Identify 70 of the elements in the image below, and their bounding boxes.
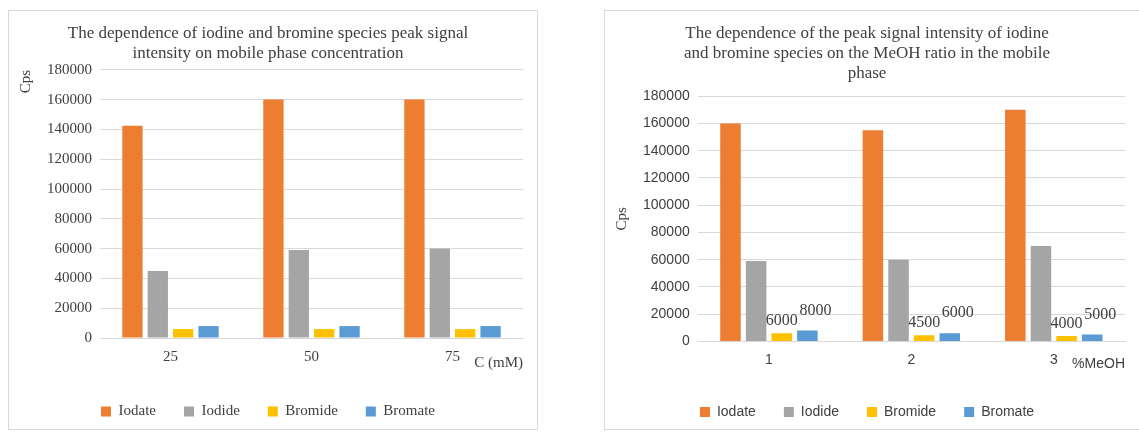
bar [797, 330, 818, 341]
chart-title: The dependence of iodine and bromine species peak signal intensity on mobile phase concentration [67, 22, 469, 63]
bar [173, 329, 194, 338]
x-tick-label: 50 [304, 347, 319, 364]
legend-label: Iodate [716, 402, 757, 419]
bar [939, 333, 961, 341]
x-axis-title: C (mM) [474, 353, 523, 371]
bar [1030, 246, 1052, 341]
data-label: 6000 [941, 303, 974, 321]
bar [314, 329, 335, 338]
bar [1056, 335, 1077, 341]
data-label: 4500 [908, 313, 941, 331]
y-tick-label: 180000 [47, 60, 92, 77]
x-axis-title: %MeOH [1072, 355, 1125, 372]
y-axis-title: Cps [16, 69, 33, 94]
y-tick-label: 0 [84, 328, 92, 345]
y-tick-label: 0 [681, 332, 690, 349]
legend-label: Bromide [285, 402, 339, 419]
y-tick-label: 20000 [54, 299, 92, 316]
y-tick-label: 140000 [643, 141, 690, 158]
bar [263, 99, 284, 338]
y-tick-label: 140000 [47, 120, 92, 137]
bar [913, 335, 935, 341]
y-tick-label: 60000 [650, 250, 690, 267]
legend-label: Bromide [884, 402, 937, 419]
y-tick-label: 80000 [650, 223, 690, 240]
bar [147, 270, 168, 338]
bar [771, 333, 792, 341]
legend-label: Iodate [118, 402, 157, 419]
y-tick-label: 160000 [643, 114, 690, 131]
y-tick-label: 100000 [47, 179, 92, 196]
y-tick-label: 40000 [54, 269, 92, 286]
bar [404, 99, 425, 338]
bar [429, 248, 450, 338]
y-tick-label: 40000 [650, 277, 690, 294]
y-tick-label: 120000 [47, 150, 92, 167]
chart-title: The dependence of the peak signal intensity of iodine and bromine species on the MeOH ratio in the mobile phase [684, 22, 1050, 83]
x-tick-label: 3 [1049, 350, 1058, 367]
bar [720, 123, 741, 341]
bar [198, 326, 219, 338]
x-tick-label: 25 [163, 347, 178, 364]
data-label: 6000 [765, 311, 798, 329]
bar [1005, 109, 1026, 341]
bar [455, 329, 476, 338]
legend-label: Iodide [201, 402, 241, 419]
y-tick-label: 100000 [643, 196, 690, 213]
bar [122, 125, 143, 338]
x-tick-label: 75 [445, 347, 460, 364]
bar [339, 326, 360, 338]
legend-label: Bromate [981, 402, 1035, 419]
y-tick-label: 160000 [47, 90, 92, 107]
y-tick-label: 60000 [54, 239, 92, 256]
bar [480, 326, 501, 338]
y-tick-label: 180000 [643, 87, 690, 104]
bar [745, 261, 767, 341]
x-tick-label: 1 [765, 350, 774, 367]
legend-label: Iodide [800, 402, 840, 419]
bar [888, 259, 909, 341]
data-label: 4000 [1050, 314, 1083, 332]
bar [862, 130, 884, 341]
legend-label: Bromate [383, 402, 436, 419]
bar [1081, 334, 1103, 341]
x-tick-label: 2 [907, 350, 916, 367]
bar [288, 250, 309, 338]
data-label: 5000 [1084, 304, 1117, 322]
y-tick-label: 80000 [54, 209, 92, 226]
y-axis-title: Cps [612, 206, 629, 231]
y-tick-label: 120000 [643, 168, 690, 185]
y-tick-label: 20000 [650, 305, 690, 322]
data-label: 8000 [799, 300, 832, 318]
